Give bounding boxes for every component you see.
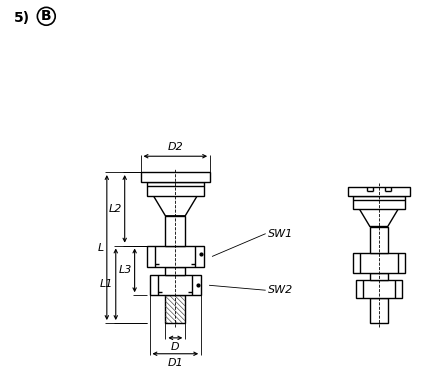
Bar: [140, 172, 210, 182]
Bar: [370, 273, 388, 280]
Bar: [150, 275, 201, 295]
Text: D1: D1: [167, 358, 183, 368]
Bar: [370, 227, 388, 253]
Text: L: L: [98, 243, 104, 252]
Text: 5): 5): [14, 11, 30, 25]
Bar: [353, 253, 405, 273]
Text: SW2: SW2: [268, 285, 293, 295]
Text: D2: D2: [167, 142, 183, 152]
Bar: [370, 298, 388, 323]
Text: B: B: [41, 9, 51, 23]
Bar: [356, 280, 402, 298]
Text: L2: L2: [108, 204, 122, 214]
Text: SW1: SW1: [268, 229, 293, 239]
Text: D: D: [171, 342, 180, 352]
Text: L3: L3: [118, 266, 132, 275]
Text: L1: L1: [99, 279, 113, 289]
Bar: [165, 267, 185, 275]
Bar: [146, 246, 204, 267]
Bar: [165, 295, 185, 323]
Polygon shape: [153, 196, 197, 216]
Bar: [165, 216, 185, 246]
Bar: [347, 187, 410, 196]
Polygon shape: [359, 209, 399, 227]
Bar: [353, 196, 405, 209]
Bar: [146, 182, 204, 196]
